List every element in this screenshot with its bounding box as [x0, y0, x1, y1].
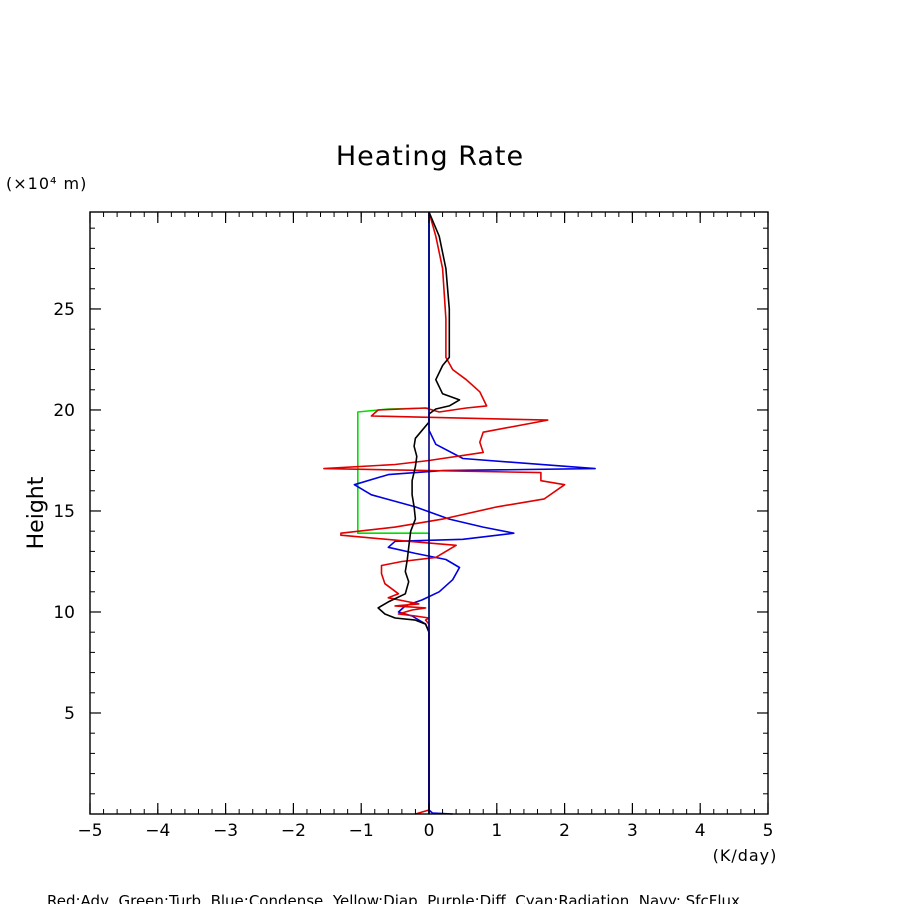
axes-layer: −5 −4 −3 −2 −1 0 1 2 3 4 5 5 10 15 20 25 — [53, 211, 774, 841]
series-line-black — [377, 211, 461, 814]
y-tick-label: 15 — [53, 502, 75, 522]
x-tick-label: 4 — [695, 821, 706, 841]
x-tick-label: 2 — [559, 821, 570, 841]
y-axis-label: Height — [24, 476, 49, 549]
chart-title: Heating Rate — [336, 141, 524, 172]
x-unit-label: (K/day) — [713, 846, 778, 865]
x-tick-label: 0 — [424, 821, 435, 841]
series-layer — [323, 211, 596, 815]
series-line-green — [356, 212, 430, 814]
x-tick-label: 5 — [763, 821, 774, 841]
y-unit-label: (×10⁴ m) — [6, 174, 87, 193]
x-tick-label: −4 — [145, 821, 170, 841]
x-tick-label: −2 — [281, 821, 306, 841]
legend-text: Red:Adv, Green:Turb, Blue:Condense, Yell… — [47, 892, 740, 904]
x-tick-label: −1 — [349, 821, 374, 841]
y-tick-label: 20 — [53, 401, 75, 421]
y-tick-label: 5 — [64, 704, 75, 724]
x-tick-label: −3 — [213, 821, 238, 841]
x-tick-label: 3 — [627, 821, 638, 841]
series-line-red — [323, 211, 566, 815]
x-tick-label: −5 — [77, 821, 102, 841]
y-tick-label: 25 — [53, 300, 75, 320]
series-line-blue — [353, 212, 596, 815]
x-tick-label: 1 — [491, 821, 502, 841]
y-tick-label: 10 — [53, 603, 75, 623]
